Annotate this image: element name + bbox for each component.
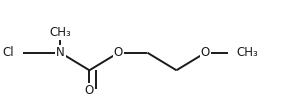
Text: O: O bbox=[85, 84, 94, 97]
Text: O: O bbox=[114, 46, 123, 59]
Text: CH₃: CH₃ bbox=[236, 46, 258, 59]
Text: CH₃: CH₃ bbox=[49, 26, 71, 39]
Text: Cl: Cl bbox=[2, 46, 14, 59]
Text: O: O bbox=[201, 46, 210, 59]
Text: N: N bbox=[56, 46, 65, 59]
